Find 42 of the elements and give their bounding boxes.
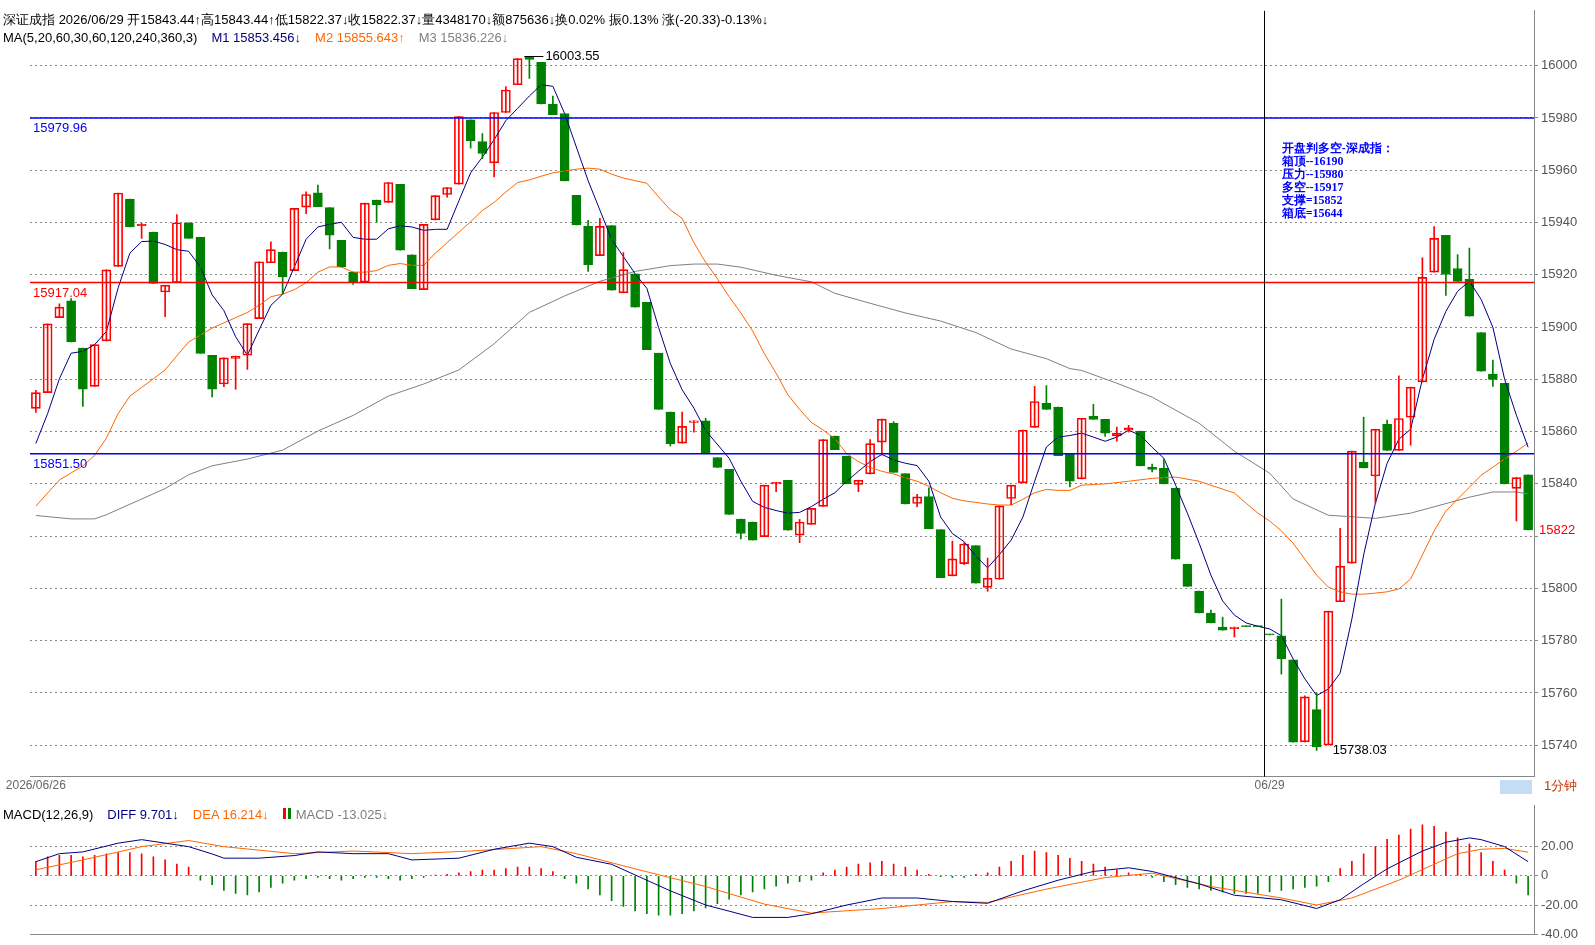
text: 1分钟 <box>1544 777 1578 794</box>
annotation: 支撑=15852 <box>1281 192 1344 207</box>
y-tick-label: 0 <box>1541 867 1549 883</box>
x-tick-label: 06/29 <box>1254 778 1285 793</box>
text: M3 15836.226↓ <box>418 29 509 45</box>
legend-label: MACD -13.025↓ <box>294 806 389 822</box>
annotation: 15738.03 <box>1332 742 1387 758</box>
y-tick-label: 16000 <box>1541 57 1578 73</box>
text: 15822 <box>1539 521 1576 537</box>
ref-line-label: 15917.04 <box>33 284 88 300</box>
y-tick-label: 15760 <box>1541 684 1578 700</box>
chart-subtitle: 2026/06/29 开15843.44↑高15843.44↑低15822.37↓收15822.37↓量4348170↓额875636↓换0.02% 振0.13% 涨(-20.33)-0.13%↓ <box>58 11 769 27</box>
annotation: 开盘判多空-深成指： <box>1281 140 1394 155</box>
series-label: DIFF 9.701↓ <box>107 806 179 822</box>
chart-title: 深证成指 <box>3 11 55 27</box>
annotation: 箱顶--16190 <box>1281 153 1344 168</box>
y-tick-label: 15780 <box>1541 632 1578 648</box>
text: M2 15855.643↑ <box>315 29 405 45</box>
y-tick-label: -40.00 <box>1541 925 1578 941</box>
y-tick-label: 15860 <box>1541 423 1578 439</box>
x-tick-label: 2026/06/26 <box>5 778 67 793</box>
ref-line-label: 15979.96 <box>33 120 88 136</box>
y-tick-label: 15920 <box>1541 266 1578 282</box>
chart-title: MACD(12,26,9) <box>3 806 94 822</box>
y-tick-label: 15900 <box>1541 318 1578 334</box>
y-tick-label: 15980 <box>1541 109 1578 125</box>
text: M1 15853.456↓ <box>211 29 302 45</box>
y-tick-label: 15740 <box>1541 736 1578 752</box>
annotation: 箱底=15644 <box>1281 205 1344 220</box>
y-tick-label: 15960 <box>1541 161 1578 177</box>
ref-line-label: 15851.50 <box>33 455 88 471</box>
series-label: DEA 16.214↓ <box>192 806 269 822</box>
annotation: 多空--15917 <box>1281 179 1345 194</box>
y-tick-label: -20.00 <box>1541 896 1578 912</box>
y-tick-label: 15880 <box>1541 370 1578 386</box>
y-tick-label: 15940 <box>1541 214 1578 230</box>
y-tick-label: 15800 <box>1541 580 1578 595</box>
y-tick-label: 20.00 <box>1541 838 1574 854</box>
annotation: 16003.55 <box>545 48 600 64</box>
annotation: 压力--15980 <box>1281 166 1345 181</box>
legend-title: MA(5,20,60,30,60,120,240,360,3) <box>3 29 198 45</box>
y-tick-label: 15840 <box>1541 475 1578 491</box>
